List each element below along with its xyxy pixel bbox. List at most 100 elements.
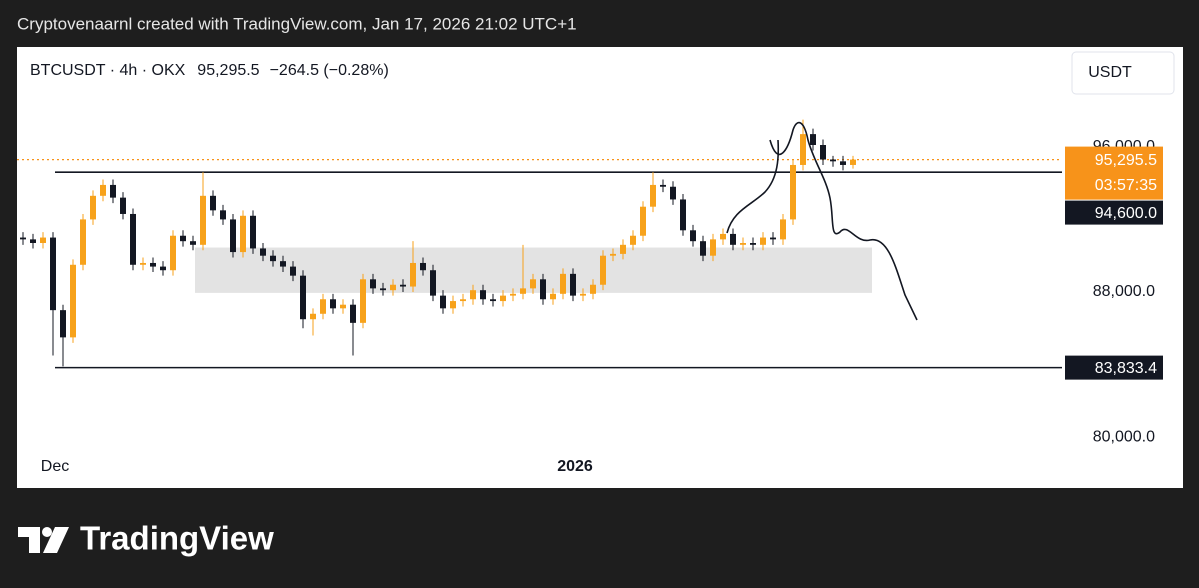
level-label-box [1065, 200, 1163, 225]
candle-body [320, 299, 326, 314]
candle-body [600, 255, 606, 285]
candle-body [780, 219, 786, 240]
candle-body [560, 273, 566, 294]
candle-body [100, 184, 106, 196]
candle-body [750, 243, 756, 245]
currency-button[interactable] [1071, 51, 1175, 95]
candle-body [740, 243, 746, 245]
countdown: 03:57:35 [1095, 177, 1157, 194]
candle-body [610, 253, 616, 256]
last-price-label: 95,295.5 [1095, 152, 1157, 169]
candle-body [30, 239, 36, 243]
candle-body [270, 255, 276, 262]
last-price: 95,295.5 [197, 62, 259, 79]
candle-body [460, 299, 466, 302]
price-change: −264.5 (−0.28%) [270, 62, 389, 79]
candle-body [810, 134, 816, 145]
level-label-box [1065, 355, 1163, 380]
candle-body [670, 186, 676, 200]
candle-body [440, 295, 446, 309]
candle-body [130, 213, 136, 265]
candle-body [80, 219, 86, 265]
drawn-projection [726, 121, 918, 321]
candle-body [650, 184, 656, 207]
candle-body [430, 270, 436, 296]
candle-body [400, 284, 406, 287]
candle-body [590, 284, 596, 294]
candle-body [520, 288, 526, 294]
candle-body [370, 279, 376, 289]
x-tick-label: Dec [41, 458, 69, 475]
candle-body [390, 284, 396, 291]
candle-body [210, 195, 216, 211]
candle-body [580, 293, 586, 296]
candle-body [350, 304, 356, 323]
candle-body [150, 262, 156, 267]
candle-body [790, 164, 796, 220]
candle-body [160, 266, 166, 271]
candle-body [380, 288, 386, 291]
candle-body [840, 161, 846, 165]
candle-body [660, 184, 666, 187]
candle-body [300, 275, 306, 320]
candle-body [510, 293, 516, 296]
candle-body [830, 159, 836, 162]
logo-dot [42, 527, 52, 537]
candle-body [50, 237, 56, 311]
candle-body [470, 290, 476, 300]
candle-body [550, 293, 556, 300]
candle-body [190, 241, 196, 245]
candle-body [410, 262, 416, 287]
candle-body [180, 235, 186, 242]
candle-body [70, 264, 76, 338]
candle-body [20, 237, 26, 240]
last-price-box [1065, 146, 1163, 200]
logo-slash [43, 527, 69, 553]
candle-body [500, 295, 506, 302]
candle-body [640, 206, 646, 236]
candle-body [680, 199, 686, 231]
x-tick-label: 2026 [557, 458, 593, 475]
candle-body [120, 197, 126, 214]
candle-body [200, 195, 206, 245]
symbol: BTCUSDT · 4h · OKX [30, 62, 186, 79]
level-label: 83,833.4 [1095, 360, 1157, 377]
y-tick-label: 88,000.0 [1093, 283, 1155, 300]
currency[interactable]: USDT [1088, 64, 1132, 81]
candle-body [90, 195, 96, 220]
candle-body [720, 233, 726, 240]
candle-body [730, 233, 736, 245]
candle-body [60, 310, 66, 338]
candle-body [220, 210, 226, 220]
candle-body [250, 215, 256, 249]
candle-body [530, 279, 536, 289]
candle-body [800, 134, 806, 165]
candle-body [540, 279, 546, 300]
candle-body [480, 290, 486, 300]
candle-body [240, 215, 246, 253]
candle-body [690, 230, 696, 242]
candle-body [230, 219, 236, 253]
candle-body [710, 239, 716, 256]
candle-body [850, 159, 856, 165]
candle-body [630, 235, 636, 245]
candle-body [340, 304, 346, 309]
level-label: 94,600.0 [1095, 205, 1157, 222]
candle-body [310, 313, 316, 320]
candle-body [700, 241, 706, 256]
candle-body [620, 244, 626, 254]
candle-body [450, 301, 456, 309]
logo-mark [18, 527, 40, 553]
candle-body [290, 266, 296, 276]
candle-body [420, 262, 426, 271]
tradingview-logo: TradingView [18, 520, 274, 557]
candle-body [570, 273, 576, 296]
candle-body [170, 235, 176, 271]
candle-body [260, 248, 266, 256]
candle-body [140, 262, 146, 265]
candle-body [770, 237, 776, 240]
y-tick-label: 80,000.0 [1093, 428, 1155, 445]
